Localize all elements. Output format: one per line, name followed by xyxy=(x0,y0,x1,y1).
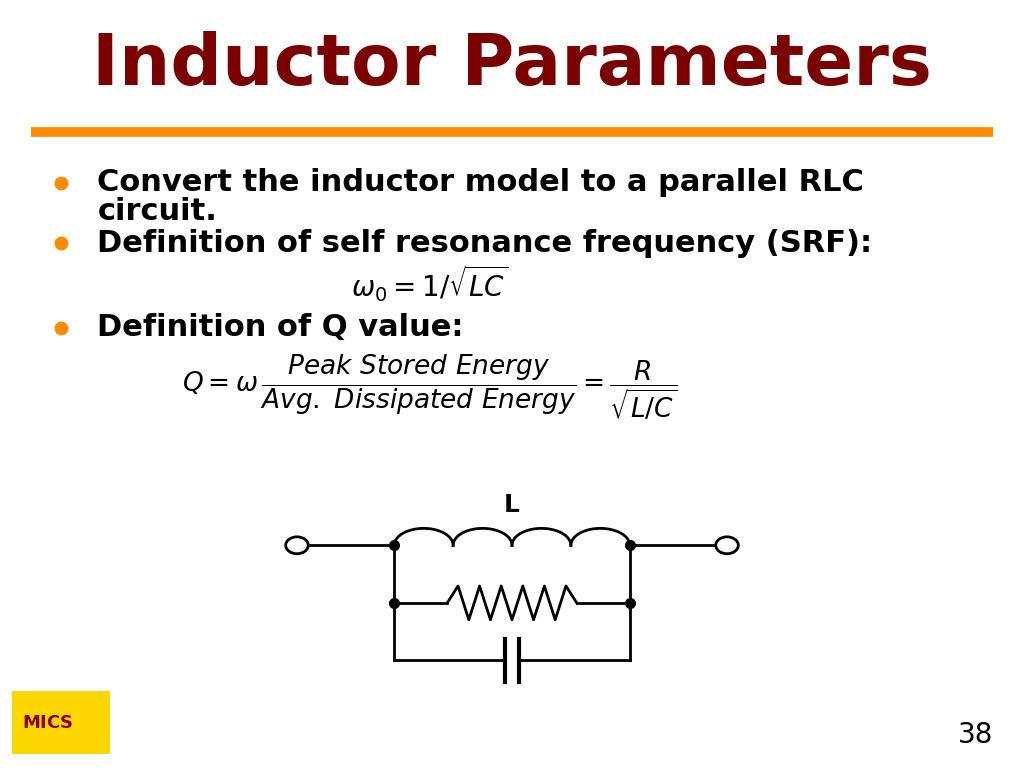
Text: $\omega_0 = 1/\sqrt{LC}$: $\omega_0 = 1/\sqrt{LC}$ xyxy=(351,264,509,304)
Text: circuit.: circuit. xyxy=(97,197,217,226)
Text: Convert the inductor model to a parallel RLC: Convert the inductor model to a parallel… xyxy=(97,168,864,197)
Text: $\mathbf{MICS}$: $\mathbf{MICS}$ xyxy=(23,713,74,732)
Text: L: L xyxy=(504,493,520,518)
Text: $Q = \omega\,\dfrac{\mathit{Peak\ Stored\ Energy}}{\mathit{Avg.\ Dissipated\ Ene: $Q = \omega\,\dfrac{\mathit{Peak\ Stored… xyxy=(182,352,678,422)
Text: Definition of Q value:: Definition of Q value: xyxy=(97,313,464,343)
Text: Inductor Parameters: Inductor Parameters xyxy=(92,31,932,100)
Text: Definition of self resonance frequency (SRF):: Definition of self resonance frequency (… xyxy=(97,229,872,258)
Text: 38: 38 xyxy=(957,721,993,749)
